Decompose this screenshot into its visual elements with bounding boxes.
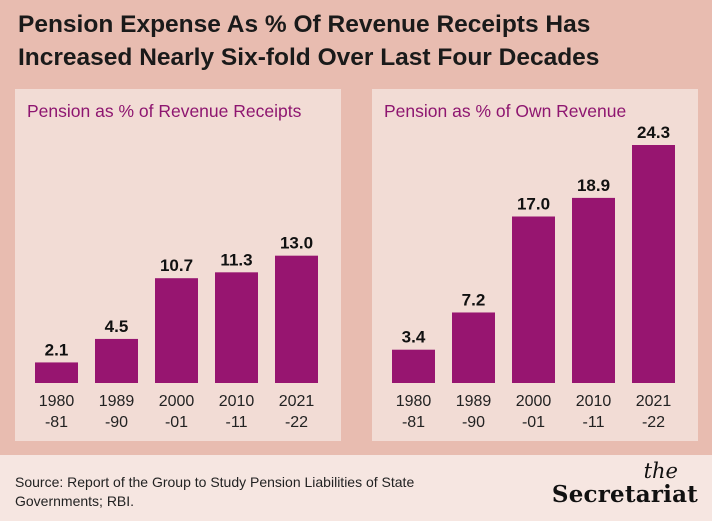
data-label: 7.2 <box>462 290 486 309</box>
brand-logo: the Secretariat <box>552 461 698 509</box>
logo-name: Secretariat <box>551 481 698 508</box>
bar-1980 <box>392 349 435 383</box>
x-tick-label: 2000 <box>159 393 195 410</box>
x-tick-label: -22 <box>642 414 665 431</box>
x-tick-label: 1989 <box>456 393 492 410</box>
x-tick-label: -90 <box>105 414 128 431</box>
bar-1980 <box>35 362 78 383</box>
page-title: Pension Expense As % Of Revenue Receipts… <box>18 11 600 71</box>
x-tick-label: -22 <box>285 414 308 431</box>
x-tick-label: -11 <box>226 414 248 431</box>
footer: Source: Report of the Group to Study Pen… <box>0 455 712 521</box>
bar-2021 <box>632 145 675 383</box>
data-label: 13.0 <box>280 234 313 253</box>
data-label: 2.1 <box>45 340 69 359</box>
data-label: 24.3 <box>637 123 670 142</box>
chart-title-own-revenue: Pension as % of Own Revenue <box>384 101 627 121</box>
bar-2021 <box>275 255 318 383</box>
chart-panel-revenue-receipts: Pension as % of Revenue Receipts 2.1 1980… <box>15 89 341 441</box>
data-label: 11.3 <box>220 250 252 269</box>
x-tick-label: -81 <box>402 414 425 431</box>
bar-1989 <box>95 338 138 383</box>
x-tick-label: -11 <box>583 414 605 431</box>
x-tick-label: -90 <box>462 414 485 431</box>
bar-2000 <box>155 278 198 383</box>
source-note: Source: Report of the Group to Study Pen… <box>15 474 415 509</box>
bar-2010 <box>572 197 615 383</box>
chart-title-revenue-receipts: Pension as % of Revenue Receipts <box>27 101 302 121</box>
data-label: 10.7 <box>160 256 193 275</box>
x-tick-label: 1980 <box>396 393 432 410</box>
bar-2010 <box>215 272 258 383</box>
x-tick-label: 1989 <box>99 393 135 410</box>
data-label: 4.5 <box>105 317 129 336</box>
x-tick-label: 2010 <box>576 393 612 410</box>
logo-the: the <box>643 459 678 483</box>
x-tick-label: 2021 <box>279 393 315 410</box>
x-tick-label: -01 <box>165 414 188 431</box>
bar-chart-revenue-receipts: 2.1 1980 -81 4.5 1989 -90 10.7 2000 -01 11.3 2010 -… <box>35 234 318 431</box>
x-tick-label: 2021 <box>636 393 672 410</box>
data-label: 18.9 <box>577 176 610 195</box>
x-tick-label: 2010 <box>219 393 255 410</box>
x-tick-label: 2000 <box>516 393 552 410</box>
bar-2000 <box>512 216 555 383</box>
bar-1989 <box>452 312 495 383</box>
x-tick-label: -81 <box>45 414 68 431</box>
data-label: 3.4 <box>402 328 426 347</box>
bar-chart-own-revenue: 3.4 1980 -81 7.2 1989 -90 17.0 2000 -01 18.9 2010 -… <box>392 123 675 431</box>
x-tick-label: 1980 <box>39 393 75 410</box>
data-label: 17.0 <box>517 194 550 213</box>
x-tick-label: -01 <box>522 414 545 431</box>
chart-panel-own-revenue: Pension as % of Own Revenue 3.4 1980 -81 7.… <box>372 89 698 441</box>
